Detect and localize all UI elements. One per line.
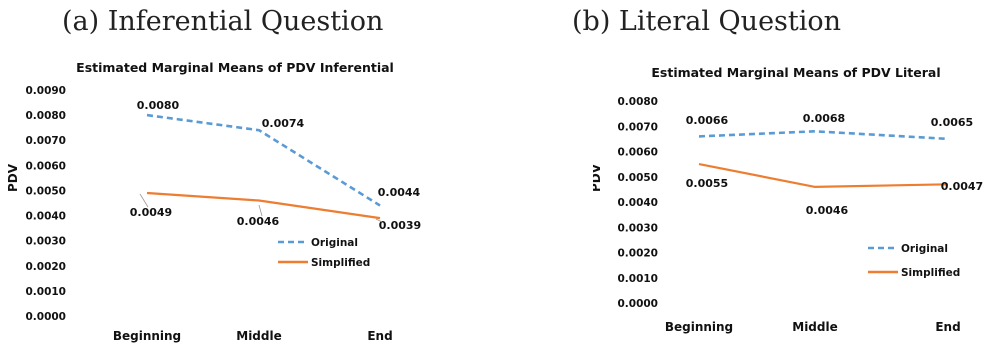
x-tick-label: Beginning (665, 320, 733, 334)
panel-a-title: (a) Inferential Question (62, 6, 384, 37)
data-label: 0.0044 (378, 186, 421, 199)
y-tick-label: 0.0080 (25, 110, 66, 122)
y-tick-label: 0.0050 (617, 172, 658, 184)
y-tick-label: 0.0080 (617, 96, 658, 108)
y-tick-label: 0.0090 (25, 85, 66, 97)
y-tick-label: 0.0020 (617, 248, 658, 260)
y-tick-label: 0.0030 (617, 222, 658, 234)
y-tick-label: 0.0000 (25, 311, 66, 323)
data-label: 0.0074 (262, 117, 305, 130)
y-tick-label: 0.0050 (25, 185, 66, 197)
data-label: 0.0039 (379, 219, 421, 232)
y-tick-label: 0.0060 (617, 147, 658, 159)
panel-b-title: (b) Literal Question (572, 6, 842, 37)
data-label: 0.0066 (686, 114, 729, 127)
y-tick-label: 0.0030 (25, 236, 66, 248)
legend: Original Simplified (868, 243, 960, 279)
y-tick-label: 0.0000 (617, 298, 658, 310)
y-tick-label: 0.0070 (617, 121, 658, 133)
legend-label: Original (311, 237, 358, 249)
series-group (698, 129, 949, 189)
legend-label: Simplified (901, 267, 960, 279)
chart-title: Estimated Marginal Means of PDV Inferent… (76, 60, 394, 75)
x-tick-label: Beginning (113, 329, 181, 343)
series-line-simplified (698, 163, 949, 189)
series-group (146, 113, 381, 220)
y-tick-label: 0.0040 (25, 211, 66, 223)
x-axis-ticks: Beginning Middle End (665, 320, 961, 334)
y-tick-label: 0.0040 (617, 197, 658, 209)
chart-title: Estimated Marginal Means of PDV Literal (651, 65, 940, 80)
chart-inferential: Estimated Marginal Means of PDV Inferent… (6, 60, 421, 343)
data-label: 0.0049 (130, 206, 172, 219)
label-leader-line (258, 204, 263, 217)
y-tick-label: 0.0010 (25, 286, 66, 298)
label-leader-line (375, 218, 383, 223)
data-label: 0.0080 (137, 99, 180, 112)
label-leader-line (139, 193, 149, 208)
x-axis-ticks: Beginning Middle End (113, 329, 393, 343)
data-labels: 0.0080 0.0074 0.0044 0.0049 0.0046 0.0039 (130, 99, 421, 232)
data-label: 0.0065 (931, 116, 973, 129)
x-tick-label: Middle (792, 320, 838, 334)
series-line-simplified (146, 191, 381, 220)
y-axis-ticks: 0.0000 0.0010 0.0020 0.0030 0.0040 0.0050 0.00… (25, 85, 66, 323)
data-label: 0.0055 (686, 177, 728, 190)
data-labels: 0.0066 0.0068 0.0065 0.0055 0.0046 0.0047 (686, 112, 983, 217)
y-tick-label: 0.0010 (617, 273, 658, 285)
legend-label: Simplified (311, 257, 370, 269)
x-tick-label: End (935, 320, 960, 334)
legend-label: Original (901, 243, 948, 255)
chart-literal: Estimated Marginal Means of PDV Literal … (593, 65, 983, 334)
series-line-original (698, 129, 949, 141)
data-label: 0.0047 (941, 180, 983, 193)
y-tick-label: 0.0020 (25, 261, 66, 273)
legend: Original Simplified (278, 237, 370, 269)
series-line-original (146, 113, 381, 207)
y-tick-label: 0.0060 (25, 160, 66, 172)
data-label: 0.0046 (806, 204, 849, 217)
data-label: 0.0068 (803, 112, 845, 125)
y-axis-ticks: 0.0000 0.0010 0.0020 0.0030 0.0040 0.0050 0.00… (617, 96, 658, 310)
y-tick-label: 0.0070 (25, 135, 66, 147)
x-tick-label: End (367, 329, 392, 343)
y-axis-label: PDV (6, 163, 20, 192)
x-tick-label: Middle (236, 329, 282, 343)
data-label: 0.0046 (237, 215, 280, 228)
y-axis-label: PDV (593, 163, 603, 192)
